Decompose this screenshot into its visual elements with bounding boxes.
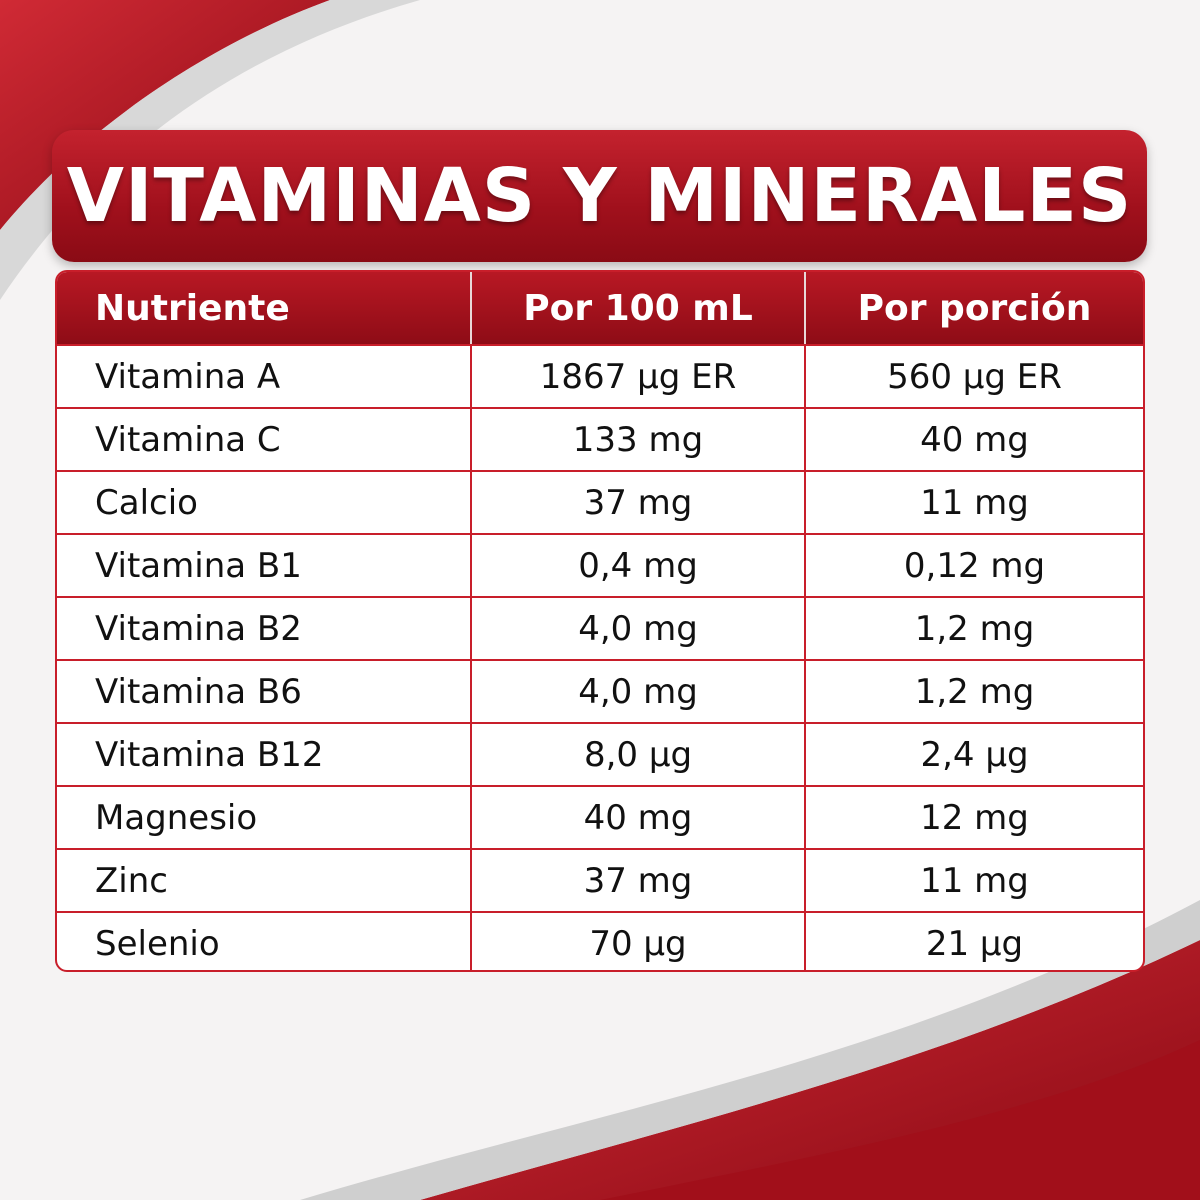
table-cell: Zinc [95, 860, 168, 901]
table-cell: 12 mg [804, 787, 1143, 848]
table-row: Vitamina A 1867 µg ER 560 µg ER [57, 344, 1143, 407]
swoosh [600, 1040, 1200, 1200]
nutrition-table: Nutriente Por 100 mL Por porción Vitamina A… [55, 270, 1145, 972]
table-cell: 70 µg [470, 913, 804, 970]
table-cell: Vitamina C [95, 419, 281, 460]
table-cell: 0,12 mg [804, 535, 1143, 596]
table-cell: Vitamina A [95, 356, 281, 397]
table-cell: 37 mg [470, 472, 804, 533]
table-row: Selenio 70 µg 21 µg [57, 911, 1143, 970]
title: VITAMINAS Y MINERALES [66, 153, 1133, 239]
table-cell: Magnesio [95, 797, 258, 838]
header-cell: Nutriente [95, 287, 290, 329]
header-row: Nutriente Por 100 mL Por porción [57, 272, 1143, 344]
header-cell: Por 100 mL [470, 272, 804, 344]
table-cell: 133 mg [470, 409, 804, 470]
table-cell: 1,2 mg [804, 661, 1143, 722]
title-banner: VITAMINAS Y MINERALES [52, 130, 1147, 262]
table-row: Vitamina B12 8,0 µg 2,4 µg [57, 722, 1143, 785]
table-cell: 8,0 µg [470, 724, 804, 785]
table-cell: 1,2 mg [804, 598, 1143, 659]
table-cell: 560 µg ER [804, 346, 1143, 407]
table-cell: Vitamina B6 [95, 671, 302, 712]
table-cell: 40 mg [804, 409, 1143, 470]
table-cell: 11 mg [804, 850, 1143, 911]
table-cell: Calcio [95, 482, 198, 523]
table-cell: Vitamina B1 [95, 545, 302, 586]
swoosh [0, 0, 330, 230]
table-cell: Vitamina B2 [95, 608, 302, 649]
table-cell: 2,4 µg [804, 724, 1143, 785]
table-row: Calcio 37 mg 11 mg [57, 470, 1143, 533]
table-row: Vitamina B6 4,0 mg 1,2 mg [57, 659, 1143, 722]
table-cell: 37 mg [470, 850, 804, 911]
table-row: Vitamina C 133 mg 40 mg [57, 407, 1143, 470]
table-cell: 4,0 mg [470, 598, 804, 659]
table-cell: 1867 µg ER [470, 346, 804, 407]
table-row: Vitamina B1 0,4 mg 0,12 mg [57, 533, 1143, 596]
table-cell: 11 mg [804, 472, 1143, 533]
table-row: Magnesio 40 mg 12 mg [57, 785, 1143, 848]
table-cell: 40 mg [470, 787, 804, 848]
table-cell: 0,4 mg [470, 535, 804, 596]
header-cell: Por porción [804, 272, 1143, 344]
table-cell: 21 µg [804, 913, 1143, 970]
table-cell: Vitamina B12 [95, 734, 324, 775]
table-row: Vitamina B2 4,0 mg 1,2 mg [57, 596, 1143, 659]
table-cell: 4,0 mg [470, 661, 804, 722]
table-cell: Selenio [95, 923, 220, 964]
table-row: Zinc 37 mg 11 mg [57, 848, 1143, 911]
